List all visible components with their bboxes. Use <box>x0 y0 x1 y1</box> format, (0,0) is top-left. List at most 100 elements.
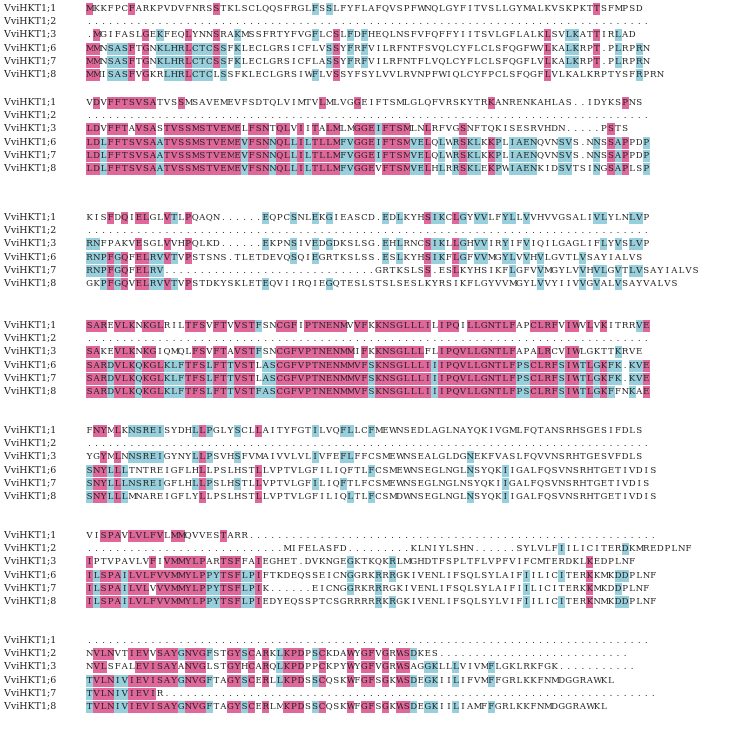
sequence-name: VviHKT1;3 <box>4 123 57 135</box>
sequence-residues: ........................................… <box>88 439 648 450</box>
sequence-residues: I LSPA I LVLVVVMMYLPPYTSFLP I K...... E I CNGGRK… <box>86 582 650 595</box>
sequence-name: VviHKT1;1 <box>4 635 57 646</box>
sequence-row: VviHKT1;7 I LSPA I LVLVVVMMYLPPYTSFLP I K.....… <box>0 582 750 595</box>
sequence-residues: RNPFGQFELRVVTVPSTSNS. TLETDEVQSQ I EGRTKSLS… <box>86 251 643 264</box>
sequence-row: VviHKT1;1 FNYMLKNSRE I SYDHLLPGLYSCLLA I TYFG… <box>0 425 750 437</box>
sequence-name: VviHKT1;6 <box>4 464 57 476</box>
sequence-residues: ........................................… <box>88 226 648 237</box>
sequence-name: VviHKT1;8 <box>4 491 57 502</box>
sequence-residues: MMI SASFVGKRLHRLCTCLSSFKLECLGRS I WFLVSSYFS… <box>86 69 665 81</box>
sequence-row: VviHKT1;6 MMNSASFTGNKLHRLCTCSSFKLECLGRS I C… <box>0 42 750 55</box>
sequence-row: VviHKT1;3 YGYMLNNSRE I GYNYLLPSVHSFVMA I VVLV… <box>0 451 750 464</box>
sequence-residues: TVLNI V I EV I R.............................… <box>86 687 655 700</box>
sequence-name: VviHKT1;7 <box>4 687 57 699</box>
sequence-row: VviHKT1;8 SARDVLKQKGLKLFTFSLFTTVSTFASCGFV… <box>0 386 750 398</box>
sequence-row: VviHKT1;1 MKKFPCFARKPVDVFNRSSTKLSCLQQSFRG… <box>0 3 750 15</box>
sequence-row: VviHKT1;7 SARDVLKQKGLKLFTFSLFTTVSTLASCGFV… <box>0 372 750 385</box>
sequence-row: VviHKT1;1 V I SPAVLVLFVLMMQVVESTARR........… <box>0 530 750 542</box>
sequence-name: VviHKT1;6 <box>4 359 57 371</box>
sequence-row: VviHKT1;1 K I SFDQ I ELGLVTLPQAQN...... EQPCSN… <box>0 212 750 224</box>
sequence-residues: I LSPA I LVLFVVMMYLPPYTSFLP I FTKDEQSSE I CNGGR… <box>86 569 657 582</box>
sequence-residues: ............................ MI FELASFD...… <box>88 543 692 556</box>
sequence-residues: NVLNVT I EVVSAYGNVGFSTGYSCARKLKPDPSCKDAWYG… <box>86 648 627 661</box>
sequence-residues: TVLNI V I EV I SAYGNVGFTAGYSCERLMKPDSSCQSKWFG… <box>86 701 607 713</box>
sequence-residues: TVLNI V I EV I SAYGNVGFTAGYSCERLLKPDSSCQSKWFG… <box>86 674 614 687</box>
sequence-row: VviHKT1;8 MMI SASFVGKRLHRLCTCLSSFKLECLGRS I… <box>0 69 750 81</box>
sequence-residues: GKPFGQVELRVVTVPSTDKYSKLETEQV I I RQ I EGQTESL… <box>86 278 678 290</box>
sequence-name: VviHKT1;7 <box>4 55 57 67</box>
sequence-row: VviHKT1;8 TVLNI V I EV I SAYGNVGFTAGYSCERLMKPD… <box>0 701 750 713</box>
sequence-row: VviHKT1;3 RNFPAKVESGLVVHPQLKD...... EKPNS I… <box>0 238 750 251</box>
sequence-name: VviHKT1;2 <box>4 543 57 555</box>
sequence-row: VviHKT1;3 I PTVPAVLVF I VMMYLPARTSFFA I EGHET.… <box>0 556 750 569</box>
sequence-name: VviHKT1;6 <box>4 251 57 263</box>
sequence-residues: MMNSASFTGNKLHRLCTCSSFKLECLGRS I CFLASSYFRF… <box>86 55 651 68</box>
sequence-residues: ........................................… <box>88 636 648 646</box>
sequence-row: VviHKT1;2...............................… <box>0 333 750 345</box>
sequence-name: VviHKT1;1 <box>4 320 57 331</box>
sequence-row: VviHKT1;7 TVLNI V I EV I R....................… <box>0 687 750 700</box>
sequence-residues: YGYMLNNSRE I GYNYLLPSVHSFVMA I VVLVL I VFEFLFF… <box>86 451 643 464</box>
sequence-name: VviHKT1;7 <box>4 582 57 594</box>
sequence-residues: FNYMLKNSRE I SYDHLLPGLYSCLLA I TYFGT I LVQFLLC… <box>86 425 643 437</box>
sequence-name: VviHKT1;6 <box>4 42 57 54</box>
sequence-row: VviHKT1;1 VDVFFTSVSATVSSMSAVEMEVFSDTQLV I M… <box>0 97 750 109</box>
sequence-row: VviHKT1;8 LDLFFTSVSAATVSSMSTVEMEVFSNNQLL I… <box>0 163 750 175</box>
sequence-residues: LDLFFTSVSAATVSSMSTVEMEVFSNNQLL I LTLLMFVGG… <box>86 136 650 149</box>
sequence-name: VviHKT1;8 <box>4 278 57 289</box>
sequence-name: VviHKT1;2 <box>4 225 57 237</box>
sequence-name: VviHKT1;3 <box>4 29 57 41</box>
sequence-row: VviHKT1;8 SNYLLLMNARE I GFLYLLPSLHSTLLVPTVL… <box>0 491 750 503</box>
sequence-residues: RNFPAKVESGLVVHPQLKD...... EKPNS I VEDGDKSLS… <box>86 238 650 251</box>
sequence-row: VviHKT1;2...............................… <box>0 110 750 122</box>
sequence-residues: SARDVLKQKGLKLFTFSLFTTVSTLASCGFVPTNENMMVF… <box>86 372 650 385</box>
sequence-name: VviHKT1;3 <box>4 346 57 358</box>
sequence-row: VviHKT1;7 LDLFFTSVSAATVSSMSTVEMEVFSNNQLL I… <box>0 149 750 162</box>
sequence-residues: SNYLLLMNARE I GFLYLLPSLHSTLLVPTVLGF I L I QLTL… <box>86 491 657 503</box>
sequence-row: VviHKT1;8 I LSPA I LVLFVVMMYLPPYTSFLP I EDYEQS… <box>0 596 750 608</box>
sequence-name: VviHKT1;8 <box>4 701 57 712</box>
sequence-residues: SNYLLLNSRE I GFLHLLPSLHSTLLVPTVLGF I L I QFTLF… <box>86 477 650 490</box>
sequence-name: VviHKT1;8 <box>4 596 57 607</box>
sequence-residues: I LSPA I LVLFVVMMYLPPYTSFLP I EDYEQSSPTCSGRRR… <box>86 596 657 608</box>
sequence-name: VviHKT1;6 <box>4 136 57 148</box>
sequence-name: VviHKT1;3 <box>4 661 57 673</box>
sequence-residues: I PTVPAVLVF I VMMYLPARTSFFA I EGHET. DVKNGEGKT… <box>86 556 636 569</box>
sequence-name: VviHKT1;8 <box>4 163 57 174</box>
sequence-name: VviHKT1;6 <box>4 674 57 686</box>
sequence-row: VviHKT1;2 ............................ MI F… <box>0 543 750 556</box>
sequence-residues: SARDVLKQKGLKLFTFSLFTTVSTFASCGFVPTNENMMVF… <box>86 386 650 398</box>
sequence-name: VviHKT1;6 <box>4 569 57 581</box>
sequence-row: VviHKT1;2 NVLNVT I EVVSAYGNVGFSTGYSCARKLKPD… <box>0 648 750 661</box>
sequence-row: VviHKT1;3 LDVFFTAVSASTVSSMSTVEMELFSNTQLV I… <box>0 123 750 136</box>
sequence-residues: ........................................… <box>88 17 648 28</box>
sequence-row: VviHKT1;6 LDLFFTSVSAATVSSMSTVEMEVFSNNQLL I… <box>0 136 750 149</box>
sequence-row: VviHKT1;1...............................… <box>0 635 750 647</box>
sequence-residues: LDLFFTSVSAATVSSMSTVEMEVFSNNQLL I LTLLMFVGG… <box>86 163 650 175</box>
sequence-row: VviHKT1;8 GKPFGQVELRVVTVPSTDKYSKLETEQV I I R… <box>0 278 750 290</box>
sequence-name: VviHKT1;1 <box>4 212 57 223</box>
sequence-row: VviHKT1;3 . MG I FASLGEKFEQLYNNSRAKMSSFRTYFV… <box>0 29 750 42</box>
sequence-name: VviHKT1;8 <box>4 386 57 397</box>
sequence-residues: MKKFPCFARKPVDVFNRSSTKLSCLQQSFRGLFSSLFYFL… <box>86 3 643 15</box>
sequence-row: VviHKT1;1 SAREVLKNKGLR I LTFSVFTVVSTFSNCGF I… <box>0 320 750 332</box>
sequence-residues: RNPFGQFELRV.............................… <box>86 264 699 277</box>
sequence-residues: MMNSASFTGNKLHRLCTCSSFKLECLGRS I CFLVSSYFRF… <box>86 42 651 55</box>
sequence-residues: SAKEVLKNKG I QMQLFSVFTAVSTFSNCGFVPTNENMMI F… <box>86 346 643 359</box>
sequence-row: VviHKT1;6 TVLNI V I EV I SAYGNVGFTAGYSCERLLKPD… <box>0 674 750 687</box>
sequence-name: VviHKT1;3 <box>4 556 57 568</box>
sequence-name: VviHKT1;7 <box>4 372 57 384</box>
sequence-name: VviHKT1;7 <box>4 264 57 276</box>
sequence-row: VviHKT1;3 NVLSFALEV I SAYANVGLSTGYHCARQLKPD… <box>0 661 750 674</box>
sequence-name: VviHKT1;1 <box>4 530 57 541</box>
sequence-name: VviHKT1;2 <box>4 16 57 28</box>
sequence-row: VviHKT1;2...............................… <box>0 438 750 450</box>
sequence-name: VviHKT1;1 <box>4 3 57 14</box>
sequence-name: VviHKT1;3 <box>4 238 57 250</box>
sequence-residues: LDLFFTSVSAATVSSMSTVEMEVFSNNQLL I LTLLMFVGG… <box>86 149 650 162</box>
sequence-row: VviHKT1;6 RNPFGQFELRVVTVPSTSNS. TLETDEVQSQ… <box>0 251 750 264</box>
sequence-row: VviHKT1;2...............................… <box>0 225 750 237</box>
sequence-name: VviHKT1;1 <box>4 425 57 436</box>
sequence-residues: NVLSFALEV I SAYANVGLSTGYHCARQLKPDPPCKPYWYG… <box>86 661 634 674</box>
